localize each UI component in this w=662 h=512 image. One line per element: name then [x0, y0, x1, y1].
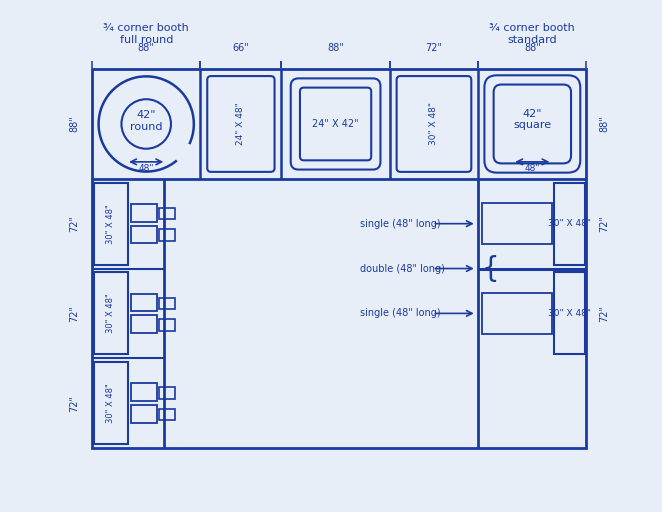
Text: 42"
square: 42" square: [513, 109, 551, 130]
Text: 72": 72": [599, 305, 609, 322]
Bar: [159, 229, 175, 241]
Bar: [482, 293, 552, 334]
Text: 30" X 48": 30" X 48": [106, 383, 115, 423]
Bar: [130, 294, 157, 311]
Text: 30" X 48": 30" X 48": [106, 204, 115, 244]
Bar: [159, 409, 175, 420]
Text: double (48" long): double (48" long): [360, 264, 445, 273]
Text: 66": 66": [232, 44, 250, 53]
Text: single (48" long): single (48" long): [360, 308, 441, 318]
Bar: [93, 272, 128, 354]
Text: 72": 72": [70, 395, 79, 412]
Text: 24" X 48": 24" X 48": [236, 102, 246, 145]
Text: 24" X 42": 24" X 42": [312, 119, 359, 129]
Bar: [482, 203, 552, 244]
Bar: [554, 272, 585, 354]
Text: 30" X 48": 30" X 48": [106, 293, 115, 333]
Text: {: {: [481, 254, 499, 283]
Text: 72": 72": [70, 215, 79, 232]
Text: ¾ corner booth
full round: ¾ corner booth full round: [103, 23, 189, 45]
Bar: [130, 405, 157, 423]
Text: 30" X 48": 30" X 48": [548, 309, 591, 318]
Text: 88": 88": [524, 44, 541, 53]
Text: 42"
round: 42" round: [130, 110, 162, 132]
Bar: [159, 208, 175, 220]
Text: 88": 88": [138, 44, 155, 53]
Bar: [130, 226, 157, 243]
Text: 88": 88": [327, 44, 344, 53]
Bar: [159, 388, 175, 399]
Bar: [159, 297, 175, 309]
Text: 88": 88": [70, 116, 79, 132]
Text: 48": 48": [524, 164, 540, 173]
Bar: [130, 383, 157, 401]
Bar: [93, 183, 128, 265]
Text: 72": 72": [70, 305, 79, 322]
Bar: [130, 315, 157, 333]
Bar: [130, 204, 157, 222]
Text: 88": 88": [599, 116, 609, 132]
Text: single (48" long): single (48" long): [360, 219, 441, 229]
Text: ¾ corner booth
standard: ¾ corner booth standard: [489, 23, 575, 45]
Text: 30" X 48": 30" X 48": [548, 219, 591, 228]
Text: 72": 72": [426, 44, 442, 53]
Bar: [554, 183, 585, 265]
Text: 48": 48": [138, 164, 154, 173]
Text: 30" X 48": 30" X 48": [430, 102, 438, 145]
Bar: [93, 362, 128, 444]
Bar: [159, 319, 175, 331]
Text: 72": 72": [599, 215, 609, 232]
